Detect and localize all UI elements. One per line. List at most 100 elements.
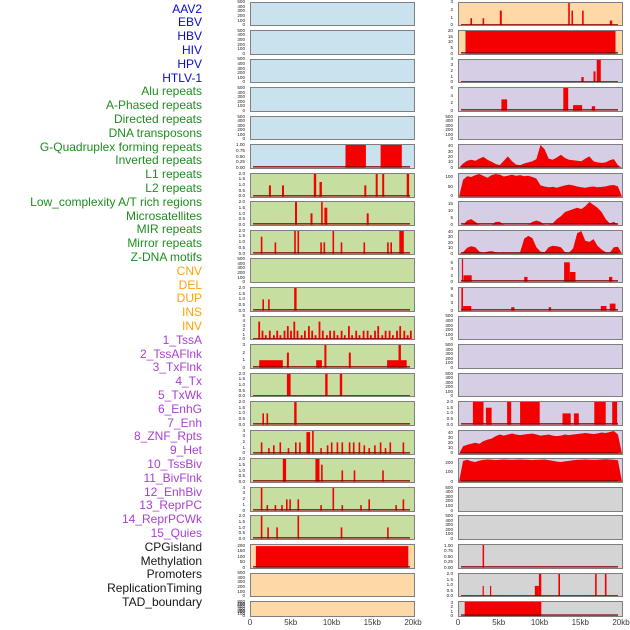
data-bar — [406, 334, 409, 340]
data-bar — [290, 330, 292, 340]
data-bar — [293, 321, 296, 340]
data-bar — [329, 330, 331, 340]
y-tick-label: 0.5 — [446, 587, 453, 593]
y-tick-label: 40 — [447, 228, 453, 234]
data-bar — [609, 303, 616, 311]
data-bar — [340, 330, 343, 340]
track-label-10-tssbiv: 10_TssBiv — [147, 457, 202, 471]
track-label-11-bivflnk: 11_BivFlnk — [143, 470, 202, 485]
data-bar — [326, 334, 328, 340]
data-bar — [258, 321, 261, 340]
y-tick-label: 400 — [237, 61, 245, 66]
y-tick-label: 100 — [445, 174, 453, 180]
y-tick-label: 200 — [445, 355, 453, 361]
data-bar — [573, 413, 579, 425]
y-tick-label: 500 — [445, 341, 453, 347]
data-bar — [306, 431, 311, 454]
data-bar — [325, 373, 328, 397]
data-bar — [268, 185, 271, 197]
data-bar — [294, 288, 297, 311]
y-tick-label: 1 — [450, 14, 453, 20]
y-tick-label: 200 — [445, 127, 453, 133]
track-panel-g-quadruplex-forming-repeats — [250, 287, 415, 312]
profile-area — [459, 230, 622, 254]
y-tick-label: 20 — [447, 239, 453, 245]
y-tick-label: 0 — [242, 612, 245, 618]
y-tick-label: 100 — [237, 17, 245, 23]
y-tick-label: 0 — [242, 136, 245, 142]
track-panel-1-tssa — [458, 58, 623, 84]
track-data-dna-transposons — [251, 259, 414, 282]
data-bar — [314, 334, 317, 340]
track-panel-hpv — [250, 115, 415, 141]
baseline — [461, 23, 618, 25]
y-tick-label: 0.5 — [238, 416, 245, 422]
y-tick-label: 5 — [242, 313, 245, 319]
y-tick-label: 0.5 — [238, 301, 245, 307]
data-bar — [612, 402, 618, 425]
y-tick-label: 150 — [237, 548, 245, 554]
y-tick-label: 400 — [237, 605, 245, 611]
track-label-13-reprpc: 13_ReprPC — [139, 498, 202, 513]
y-tick-label: 50 — [239, 559, 245, 565]
track-label-6-enhg: 6_EnhG — [157, 401, 202, 416]
track-label-ebv: EBV — [177, 15, 202, 30]
track-panel-dna-transposons — [250, 258, 415, 284]
data-bar — [370, 334, 372, 340]
y-tick-label: 100 — [445, 469, 453, 475]
data-bar — [326, 445, 329, 454]
data-bar — [368, 499, 370, 511]
y-tick-label: 300 — [237, 37, 245, 42]
data-bar — [343, 334, 346, 340]
y-tick-label: 0.25 — [236, 159, 245, 165]
data-bar — [569, 272, 576, 283]
data-bar — [340, 527, 343, 540]
y-tick-label: 0.0 — [446, 421, 453, 427]
data-bar — [355, 330, 358, 340]
y-tick-label: 2 — [450, 6, 453, 12]
y-tick-label: 0 — [450, 393, 453, 399]
y-tick-label: 200 — [445, 498, 453, 504]
baseline — [461, 223, 618, 225]
data-bar — [266, 413, 269, 425]
data-bar — [499, 10, 502, 26]
data-bar — [345, 145, 366, 169]
track-data-mir-repeats — [253, 459, 410, 483]
track-label-hiv: HIV — [181, 43, 202, 57]
track-label-alu-repeats: Alu repeats — [141, 84, 202, 99]
y-tick-label: 300 — [237, 579, 245, 585]
track-label-aav2: AAV2 — [172, 1, 202, 16]
y-tick-label: 0 — [242, 107, 245, 113]
track-data-9-het — [461, 288, 618, 311]
y-tick-label: 500 — [237, 570, 245, 576]
y-tick-label: 0.5 — [238, 187, 245, 193]
track-panel-promoters — [458, 543, 623, 569]
y-tick-label: 0 — [450, 364, 453, 370]
y-tick-label: 300 — [237, 607, 245, 613]
data-bar — [340, 242, 343, 254]
data-bar — [321, 464, 323, 483]
y-tick-label: 1 — [242, 357, 245, 363]
data-bar — [273, 334, 275, 340]
data-bar — [595, 573, 597, 597]
track-label-del: DEL — [178, 277, 202, 292]
track-data-del — [251, 574, 414, 597]
y-tick-label: 15 — [447, 33, 453, 39]
x-axis-label: 10kb — [530, 618, 549, 627]
baseline — [461, 614, 618, 616]
track-data-replicationtiming — [461, 573, 618, 597]
y-tick-label: 2.0 — [238, 284, 245, 290]
y-tick-label: 200 — [237, 609, 245, 615]
track-label-methylation: Methylation — [140, 553, 202, 568]
data-bar — [363, 445, 366, 454]
y-tick-label: 1.00 — [444, 542, 453, 548]
y-tick-label: 3 — [450, 0, 453, 5]
track-label-dup: DUP — [176, 291, 202, 306]
x-axis-label: 0 — [455, 618, 461, 627]
data-bar — [562, 413, 571, 425]
y-tick-label: 100 — [445, 131, 453, 137]
track-panel-2-tssaflnk — [458, 87, 623, 112]
data-bar — [490, 585, 492, 597]
data-bar — [312, 430, 314, 454]
y-tick-label: 20 — [447, 27, 453, 33]
